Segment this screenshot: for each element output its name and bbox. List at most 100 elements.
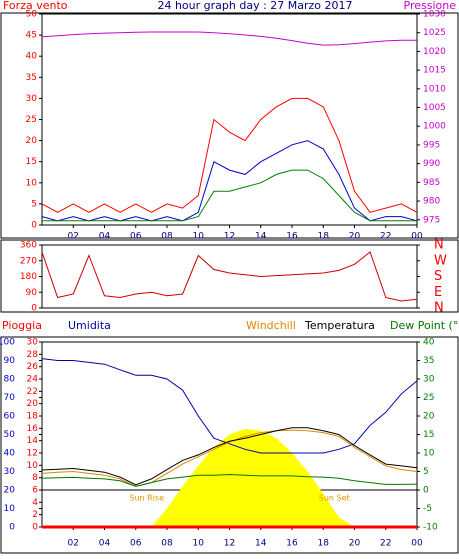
y2-tick-label: 40 xyxy=(423,338,435,348)
y3-tick-label: 20 xyxy=(27,399,39,409)
y2-tick-label: 35 xyxy=(423,356,434,366)
x-tick-label: 06 xyxy=(130,539,142,549)
y-tick-label: 30 xyxy=(26,94,38,104)
x-tick-label: 04 xyxy=(99,232,111,242)
y2-tick-label: 1020 xyxy=(423,47,446,57)
y2-tick-label: 30 xyxy=(423,375,435,385)
x-tick-label: 12 xyxy=(224,539,235,549)
panel-frame xyxy=(0,336,459,554)
x-tick-label: 00 xyxy=(411,539,423,549)
y2-tick-label: 10 xyxy=(423,449,435,459)
x-tick-label: 10 xyxy=(193,232,205,242)
y-tick-label: 35 xyxy=(26,73,37,83)
y3-tick-label: 24 xyxy=(27,375,39,385)
y-tick-label: 15 xyxy=(26,157,37,167)
line xyxy=(42,169,417,222)
area xyxy=(42,428,417,527)
line xyxy=(41,473,418,487)
y-tick-label: 70 xyxy=(4,393,16,403)
line xyxy=(41,251,418,302)
y-tick-label: 40 xyxy=(26,52,38,62)
x-tick-label: 08 xyxy=(161,539,173,549)
legend-entry: Temperatura xyxy=(304,319,375,332)
line xyxy=(41,429,418,487)
y-tick-label: 20 xyxy=(4,486,16,496)
x-tick-label: 16 xyxy=(286,539,298,549)
line xyxy=(41,31,417,46)
y2-tick-label: 1015 xyxy=(423,66,446,76)
y-tick-label: 30 xyxy=(4,467,16,477)
y-tick-label: 45 xyxy=(26,31,37,41)
y2-tick-label: 1025 xyxy=(423,28,446,38)
y-tick-label: 100 xyxy=(0,338,15,348)
x-tick-label: 08 xyxy=(161,232,173,242)
y3-tick-label: 4 xyxy=(32,498,38,508)
panel-frame xyxy=(0,239,459,313)
x-tick-label: 14 xyxy=(255,232,267,242)
x-tick-label: 16 xyxy=(286,232,298,242)
legend-entry: Windchill xyxy=(246,319,296,332)
y-axis-label: Forza vento xyxy=(3,0,68,12)
y3-tick-label: 10 xyxy=(27,461,39,471)
x-tick-label: 06 xyxy=(130,232,142,242)
y3-tick-label: 0 xyxy=(32,523,38,533)
annotation: Sun Set xyxy=(319,494,350,503)
annotation: Sun Rise xyxy=(129,494,164,503)
x-tick-label: 22 xyxy=(380,539,391,549)
y3-tick-label: 2 xyxy=(32,510,38,520)
x-tick-label: 20 xyxy=(349,539,361,549)
y-tick-label: 60 xyxy=(4,412,16,422)
y2-tick-label: N xyxy=(434,301,444,316)
y-tick-label: 80 xyxy=(4,375,16,385)
legend-entry: Pioggia xyxy=(2,319,42,332)
y3-tick-label: 6 xyxy=(32,486,38,496)
y2-tick-label: 15 xyxy=(423,430,434,440)
y2-tick-label: 5 xyxy=(423,467,429,477)
y2-tick-label: E xyxy=(434,285,442,300)
y-tick-label: 0 xyxy=(9,523,15,533)
y-tick-label: 10 xyxy=(4,504,16,514)
y2-tick-label: 990 xyxy=(423,159,440,169)
x-tick-label: 12 xyxy=(224,232,235,242)
x-tick-label: 02 xyxy=(68,232,79,242)
y-tick-label: 0 xyxy=(31,221,37,231)
y-tick-label: 10 xyxy=(26,178,38,188)
y2-tick-label: 0 xyxy=(423,486,429,496)
x-tick-label: 22 xyxy=(380,232,391,242)
x-tick-label: 10 xyxy=(193,539,205,549)
y3-tick-label: 8 xyxy=(32,473,38,483)
y2-tick-label: 995 xyxy=(423,140,440,150)
x-tick-label: 18 xyxy=(318,539,330,549)
panel-frame xyxy=(0,12,459,239)
y2-tick-label: 25 xyxy=(423,393,434,403)
legend-entry: Umidita xyxy=(68,319,111,332)
y-tick-label: 40 xyxy=(4,449,16,459)
legend-entry: Dew Point (°C xyxy=(390,319,459,332)
y-tick-label: 25 xyxy=(26,115,37,125)
y2-tick-label: S xyxy=(434,269,442,284)
x-tick-label: 04 xyxy=(99,539,111,549)
line xyxy=(41,427,418,486)
y-tick-label: 5 xyxy=(31,199,37,209)
x-tick-label: 18 xyxy=(318,232,330,242)
y-tick-label: 20 xyxy=(26,136,38,146)
y2-tick-label: 1030 xyxy=(423,10,446,20)
y2-tick-label: W xyxy=(434,253,447,268)
y2-tick-label: 1010 xyxy=(423,84,446,94)
y-tick-label: 90 xyxy=(4,356,16,366)
y3-tick-label: 12 xyxy=(27,449,38,459)
y2-tick-label: 1005 xyxy=(423,103,446,113)
y3-tick-label: 22 xyxy=(27,387,38,397)
y2-axis-label: Pressione xyxy=(404,0,457,12)
y-tick-label: 0 xyxy=(31,304,37,314)
line xyxy=(41,358,418,454)
line xyxy=(41,140,418,222)
y3-tick-label: 18 xyxy=(27,412,39,422)
y3-tick-label: 26 xyxy=(27,362,39,372)
y2-tick-label: -10 xyxy=(423,523,438,533)
y-tick-label: 50 xyxy=(4,430,16,440)
y3-tick-label: 30 xyxy=(27,338,39,348)
line xyxy=(41,97,418,213)
y2-tick-label: N xyxy=(434,238,444,253)
